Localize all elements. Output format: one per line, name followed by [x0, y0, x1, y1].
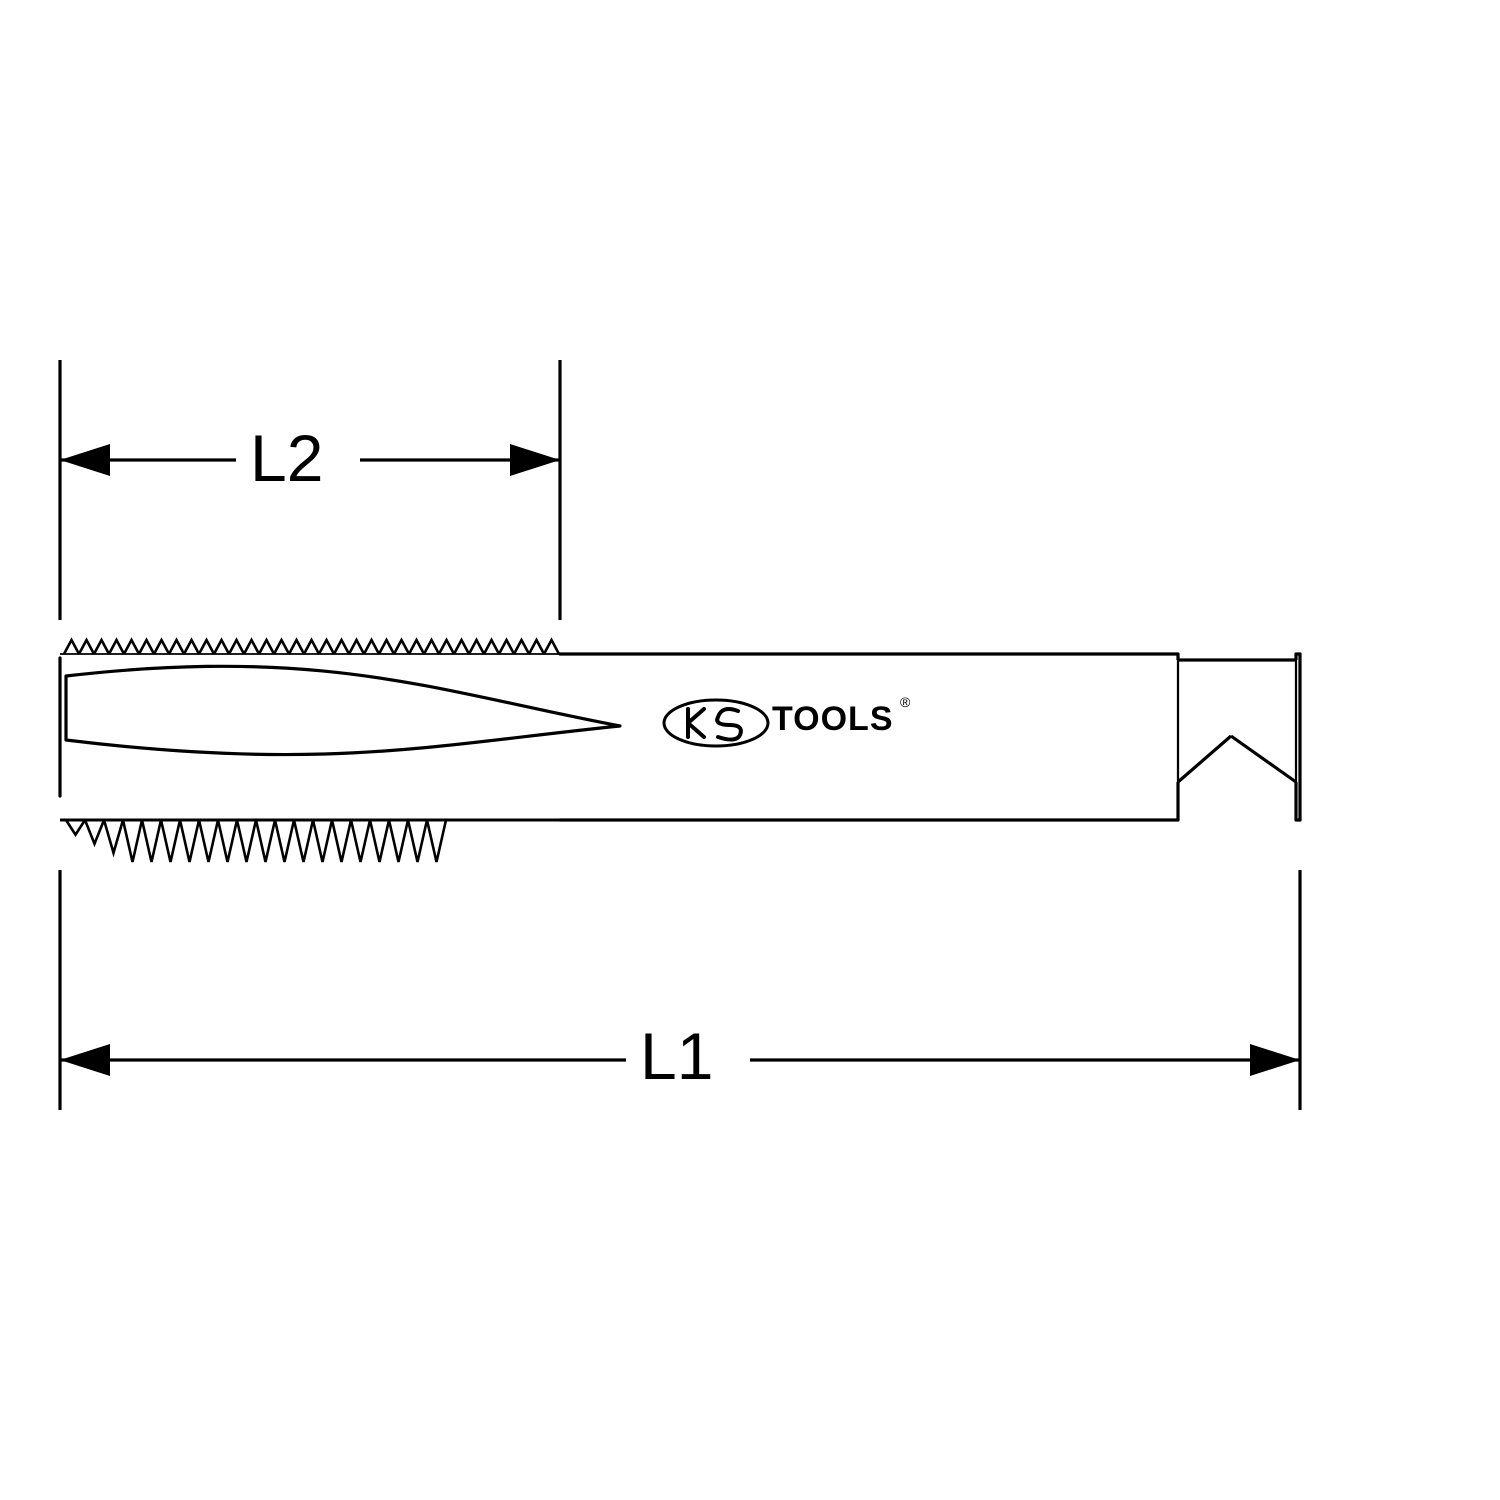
technical-drawing-svg	[0, 0, 1500, 1500]
brand-registered-icon: ®	[900, 694, 910, 710]
dimension-label-l2: L2	[250, 420, 323, 496]
dimension-label-l1: L1	[640, 1018, 713, 1094]
brand-text: TOOLS	[772, 700, 894, 739]
diagram-stage: L2 L1 TOOLS ®	[0, 0, 1500, 1500]
